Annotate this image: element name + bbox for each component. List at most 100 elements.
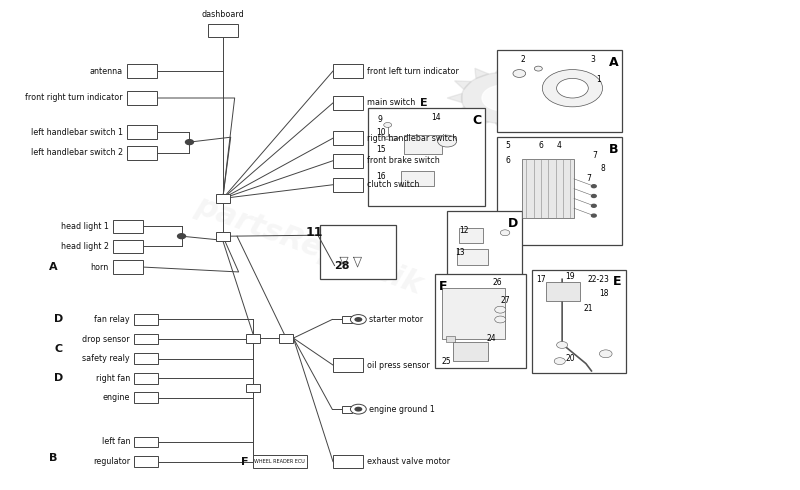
- Text: 28: 28: [334, 261, 350, 270]
- Text: partsRepublik: partsRepublik: [191, 191, 426, 299]
- Text: rigth handlebar switch: rigth handlebar switch: [367, 134, 458, 143]
- Text: D: D: [508, 217, 518, 230]
- Polygon shape: [482, 85, 523, 111]
- Text: 5: 5: [505, 141, 510, 150]
- Text: 20: 20: [566, 354, 575, 363]
- Text: fan relay: fan relay: [94, 315, 130, 324]
- Text: A: A: [609, 56, 618, 69]
- Text: 22-23: 22-23: [587, 275, 610, 284]
- Text: 18: 18: [599, 290, 609, 298]
- Polygon shape: [495, 123, 510, 132]
- Polygon shape: [534, 107, 550, 115]
- Text: 13: 13: [455, 248, 465, 257]
- Circle shape: [350, 404, 366, 414]
- Bar: [459, 228, 483, 243]
- Bar: [442, 288, 505, 339]
- Text: 15: 15: [376, 145, 386, 154]
- Circle shape: [384, 122, 392, 127]
- Polygon shape: [447, 94, 462, 102]
- Text: head light 2: head light 2: [61, 242, 109, 251]
- Circle shape: [354, 317, 362, 322]
- Text: 3: 3: [590, 55, 595, 64]
- Polygon shape: [495, 64, 510, 73]
- Text: exhaust valve motor: exhaust valve motor: [367, 457, 450, 466]
- Bar: [134, 437, 158, 447]
- Text: 2: 2: [521, 55, 526, 64]
- Text: D: D: [54, 373, 63, 383]
- Polygon shape: [475, 118, 489, 128]
- Circle shape: [554, 358, 566, 365]
- Text: regulator: regulator: [93, 457, 130, 466]
- Text: front right turn indicator: front right turn indicator: [26, 94, 123, 102]
- Circle shape: [186, 140, 194, 145]
- Text: 26: 26: [492, 278, 502, 287]
- Bar: [333, 178, 363, 192]
- Text: starter motor: starter motor: [370, 315, 423, 324]
- Bar: [342, 406, 352, 413]
- Polygon shape: [517, 118, 530, 128]
- Text: safety realy: safety realy: [82, 354, 130, 363]
- Bar: [253, 455, 307, 468]
- Text: engine ground 1: engine ground 1: [370, 405, 435, 414]
- Text: 7: 7: [586, 174, 591, 183]
- Bar: [216, 232, 230, 241]
- Text: 8: 8: [600, 164, 605, 172]
- Bar: [333, 154, 363, 168]
- Text: B: B: [49, 453, 58, 463]
- Bar: [457, 249, 488, 265]
- Text: 7: 7: [592, 151, 597, 160]
- Bar: [127, 91, 157, 105]
- Text: 9: 9: [378, 116, 382, 124]
- Bar: [342, 316, 352, 323]
- Circle shape: [534, 66, 542, 71]
- Text: 24: 24: [487, 334, 497, 343]
- Circle shape: [557, 78, 588, 98]
- Circle shape: [542, 70, 602, 107]
- Text: E: E: [613, 275, 622, 289]
- Text: A: A: [49, 262, 58, 272]
- Ellipse shape: [385, 136, 398, 140]
- Bar: [113, 220, 142, 233]
- Text: drop sensor: drop sensor: [82, 335, 130, 343]
- Text: 16: 16: [376, 172, 386, 181]
- Bar: [532, 270, 626, 373]
- Bar: [127, 146, 157, 160]
- Circle shape: [438, 135, 457, 147]
- Text: head light 1: head light 1: [61, 222, 109, 231]
- Bar: [208, 24, 238, 37]
- Text: clutch switch: clutch switch: [367, 180, 419, 189]
- Polygon shape: [462, 73, 544, 123]
- Bar: [333, 96, 363, 110]
- Circle shape: [591, 195, 596, 197]
- Bar: [320, 225, 396, 279]
- Circle shape: [354, 407, 362, 412]
- Text: left handlebar switch 2: left handlebar switch 2: [30, 148, 123, 157]
- Bar: [127, 125, 157, 139]
- Bar: [522, 159, 574, 218]
- Bar: [546, 282, 579, 301]
- Circle shape: [513, 70, 526, 77]
- Bar: [333, 131, 363, 145]
- Text: 11: 11: [306, 226, 322, 239]
- Polygon shape: [475, 68, 489, 78]
- Bar: [134, 456, 158, 467]
- Bar: [447, 211, 522, 284]
- Circle shape: [599, 350, 612, 358]
- Bar: [134, 314, 158, 325]
- Text: 4: 4: [557, 141, 562, 150]
- Bar: [333, 455, 363, 468]
- Text: 14: 14: [431, 113, 441, 122]
- Text: front left turn indicator: front left turn indicator: [367, 67, 459, 75]
- Bar: [401, 172, 434, 186]
- Bar: [333, 64, 363, 78]
- Text: C: C: [54, 344, 62, 354]
- Bar: [497, 137, 622, 245]
- Bar: [435, 274, 526, 368]
- Text: main switch: main switch: [367, 98, 415, 107]
- Text: 19: 19: [566, 272, 575, 281]
- Text: antenna: antenna: [90, 67, 123, 75]
- Text: 25: 25: [442, 357, 451, 366]
- Text: left handlebar switch 1: left handlebar switch 1: [31, 128, 123, 137]
- Circle shape: [500, 230, 510, 236]
- Bar: [246, 384, 260, 392]
